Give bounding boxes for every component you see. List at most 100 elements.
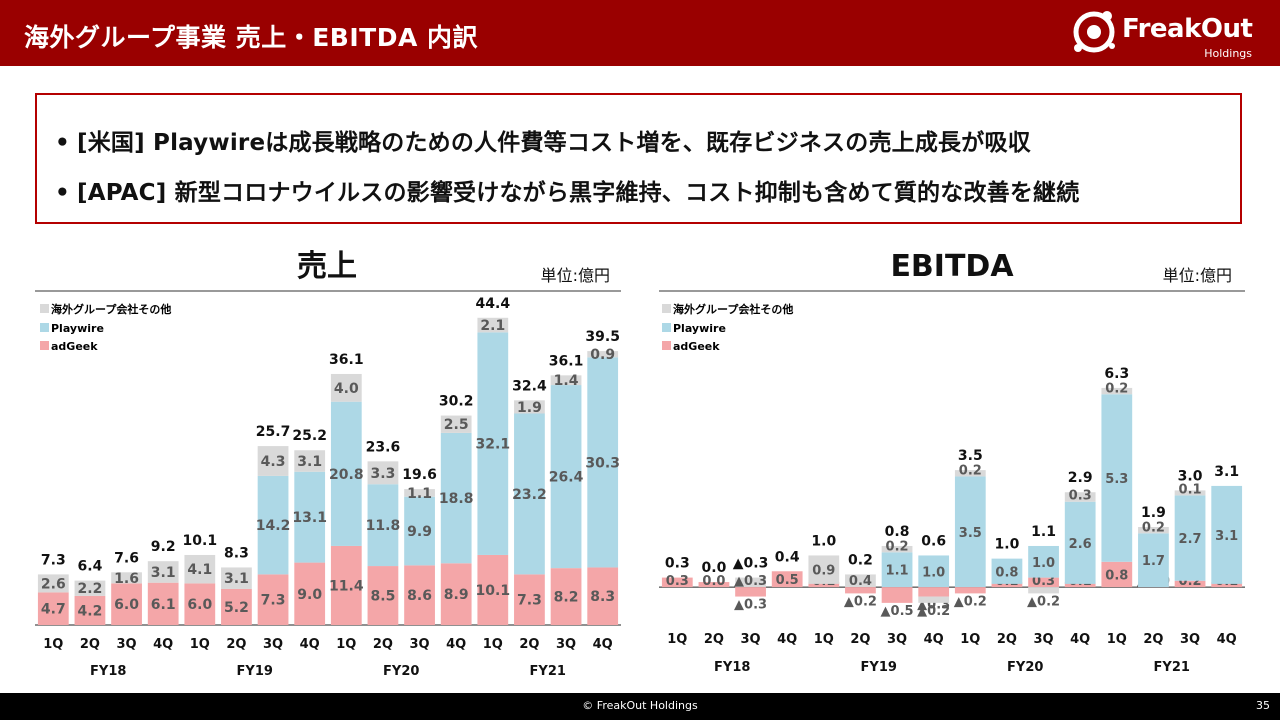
logo-mark-icon	[1073, 11, 1115, 53]
quarter-tick-label: 4Q	[153, 637, 173, 652]
fiscal-year-label: FY18	[90, 664, 126, 679]
other-data-label: 2.6	[41, 576, 66, 592]
adgeek-data-label: 8.5	[371, 589, 396, 605]
total-label: 6.3	[1104, 366, 1129, 382]
fiscal-year-label: FY21	[530, 664, 566, 679]
playwire-bar	[404, 496, 435, 566]
adgeek-bar	[845, 587, 876, 594]
playwire-data-label: 23.2	[512, 487, 547, 503]
fiscal-year-label: FY20	[1007, 660, 1043, 675]
other-data-label: ▲0.2	[1027, 594, 1060, 609]
other-data-label: 0.9	[590, 347, 615, 363]
playwire-data-label: 2.7	[1179, 532, 1202, 547]
total-label: 0.8	[885, 524, 910, 540]
playwire-bar	[881, 552, 913, 588]
sales-plot: 4.7 2.6 7.3 1Q 4.2 2.2 6.4 2Q 6.0 1.6 7.6 3Q 6.1 3.1 9…	[35, 296, 621, 679]
adgeek-data-label: 0.8	[1105, 568, 1128, 583]
legend-swatch-other	[662, 304, 671, 313]
total-label: 7.3	[41, 552, 66, 568]
fiscal-year-label: FY19	[861, 660, 897, 675]
other-data-label: 3.3	[371, 466, 396, 482]
other-data-label: 0.3	[1069, 489, 1092, 504]
adgeek-data-label: 4.2	[78, 603, 103, 619]
total-label: 0.2	[848, 552, 873, 568]
adgeek-bar	[991, 582, 1023, 588]
other-data-label: 4.3	[261, 454, 286, 470]
playwire-data-label: 3.1	[1215, 529, 1238, 544]
quarter-tick-label: 4Q	[1070, 632, 1090, 647]
other-data-label: 1.9	[517, 400, 542, 416]
other-bar	[37, 574, 69, 593]
adgeek-data-label: 0.3	[1032, 574, 1055, 589]
footer-copyright: © FreakOut Holdings	[582, 699, 698, 712]
playwire-bar	[991, 558, 1023, 584]
adgeek-bar	[735, 587, 766, 597]
page-title: 海外グループ事業 売上・EBITDA 内訳	[24, 23, 478, 52]
adgeek-bar	[111, 583, 142, 625]
adgeek-bar	[771, 571, 803, 588]
other-data-label: 3.1	[297, 454, 322, 470]
other-data-label: 2.5	[444, 417, 469, 433]
quarter-tick-label: 1Q	[483, 637, 503, 652]
chart-unit: 単位:億円	[541, 266, 610, 285]
quarter-tick-label: 3Q	[887, 632, 907, 647]
playwire-bar	[514, 413, 545, 575]
total-label: ▲0.3	[733, 556, 769, 572]
other-data-label: 2.2	[78, 581, 103, 597]
adgeek-data-label: 8.3	[590, 589, 615, 605]
playwire-data-label: 1.0	[1032, 556, 1055, 571]
quarter-tick-label: 2Q	[519, 637, 539, 652]
quarter-tick-label: 2Q	[850, 632, 870, 647]
quarter-tick-label: 1Q	[814, 632, 834, 647]
logo-text: FreakOut	[1122, 14, 1253, 44]
other-bar	[808, 555, 840, 584]
adgeek-bar	[808, 582, 840, 588]
playwire-data-label: 3.5	[959, 526, 982, 541]
other-bar	[294, 450, 326, 472]
total-label: 6.4	[78, 559, 103, 575]
adgeek-bar	[294, 562, 326, 625]
other-bar	[477, 317, 509, 333]
total-label: 25.2	[292, 428, 327, 444]
bullet-mark: •	[55, 130, 70, 156]
adgeek-data-label: 6.1	[151, 597, 176, 613]
playwire-bar	[257, 475, 289, 575]
total-label: 1.0	[811, 533, 836, 549]
other-bar	[954, 470, 986, 477]
quarter-tick-label: 2Q	[1143, 632, 1163, 647]
other-bar	[257, 446, 289, 476]
total-label: 7.6	[114, 550, 139, 566]
adgeek-data-label: 8.9	[444, 587, 469, 603]
quarter-tick-label: 3Q	[741, 632, 761, 647]
other-data-label: 0.2	[1105, 381, 1128, 396]
playwire-data-label: 9.9	[407, 524, 432, 540]
playwire-bar	[1028, 545, 1059, 578]
adgeek-bar	[1064, 582, 1096, 588]
page-number: 35	[1256, 699, 1270, 712]
legend-swatch-other	[40, 304, 49, 313]
adgeek-bar	[918, 587, 950, 597]
total-label: 3.1	[1214, 464, 1239, 480]
quarter-tick-label: 1Q	[667, 632, 687, 647]
legend-swatch-adgeek	[662, 341, 671, 350]
quarter-tick-label: 4Q	[593, 637, 613, 652]
playwire-bar	[1211, 485, 1243, 584]
total-label: 30.2	[439, 394, 474, 410]
adgeek-data-label: 0.5	[776, 573, 799, 588]
adgeek-bar	[1211, 582, 1243, 588]
adgeek-bar	[954, 587, 986, 594]
playwire-bar	[587, 357, 619, 568]
quarter-tick-label: 3Q	[410, 637, 430, 652]
total-label: 25.7	[256, 424, 291, 440]
total-label: 0.0	[702, 560, 727, 576]
total-label: 0.6	[921, 533, 946, 549]
quarter-tick-label: 4Q	[1217, 632, 1237, 647]
other-data-label: 4.0	[334, 381, 359, 397]
adgeek-data-label: 8.2	[554, 590, 579, 606]
total-label: 1.0	[995, 537, 1020, 553]
other-bar	[587, 351, 619, 358]
adgeek-data-label: 4.7	[41, 602, 66, 618]
adgeek-bar	[74, 595, 106, 625]
adgeek-bar	[1101, 561, 1133, 588]
fiscal-year-label: FY21	[1154, 660, 1190, 675]
